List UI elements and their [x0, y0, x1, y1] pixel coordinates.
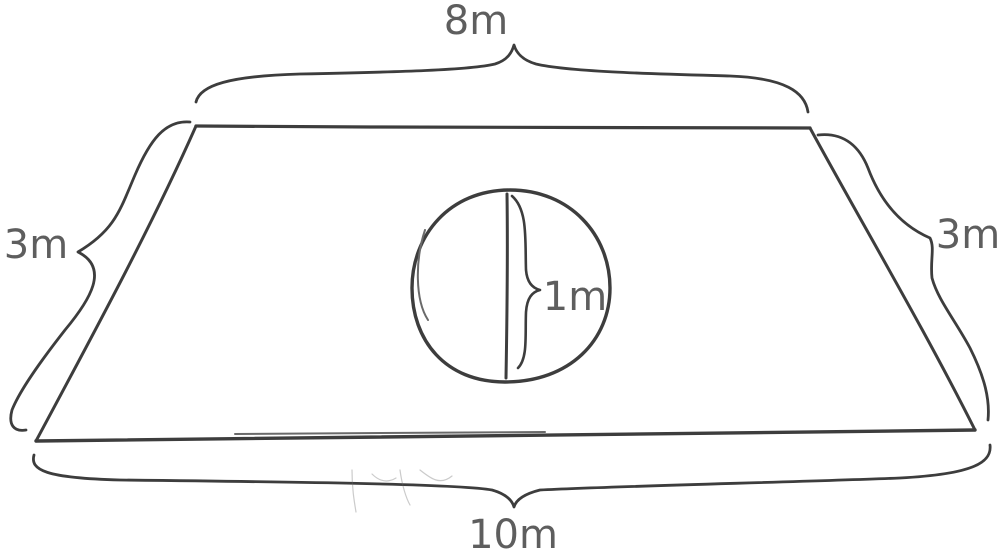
top-brace: [194, 43, 810, 114]
right-brace: [816, 133, 990, 422]
trapezoid-shape: [34, 124, 977, 443]
left-brace: [9, 120, 192, 432]
bottom-brace: [32, 443, 992, 509]
trapezoid-bottom-edge-retrace: [234, 431, 546, 435]
left-side-label: 3m: [4, 222, 68, 268]
eraser-smudge: [351, 469, 453, 513]
hole-shape: [410, 188, 612, 384]
trapezoid-top-edge: [194, 124, 812, 130]
right-side-label: 3m: [936, 212, 1000, 258]
bottom-base-label: 10m: [468, 512, 558, 552]
hole-diameter-line: [504, 192, 509, 380]
hole-circle-retrace: [416, 229, 429, 321]
hole-diameter-label: 1m: [543, 274, 607, 320]
top-base-label: 8m: [444, 0, 508, 44]
trapezoid-left-edge: [34, 124, 198, 443]
trapezoid-bottom-edge: [34, 428, 977, 443]
hole-circle: [410, 188, 612, 384]
trapezoid-right-edge: [808, 126, 977, 432]
hole-diameter-brace: [510, 194, 542, 370]
